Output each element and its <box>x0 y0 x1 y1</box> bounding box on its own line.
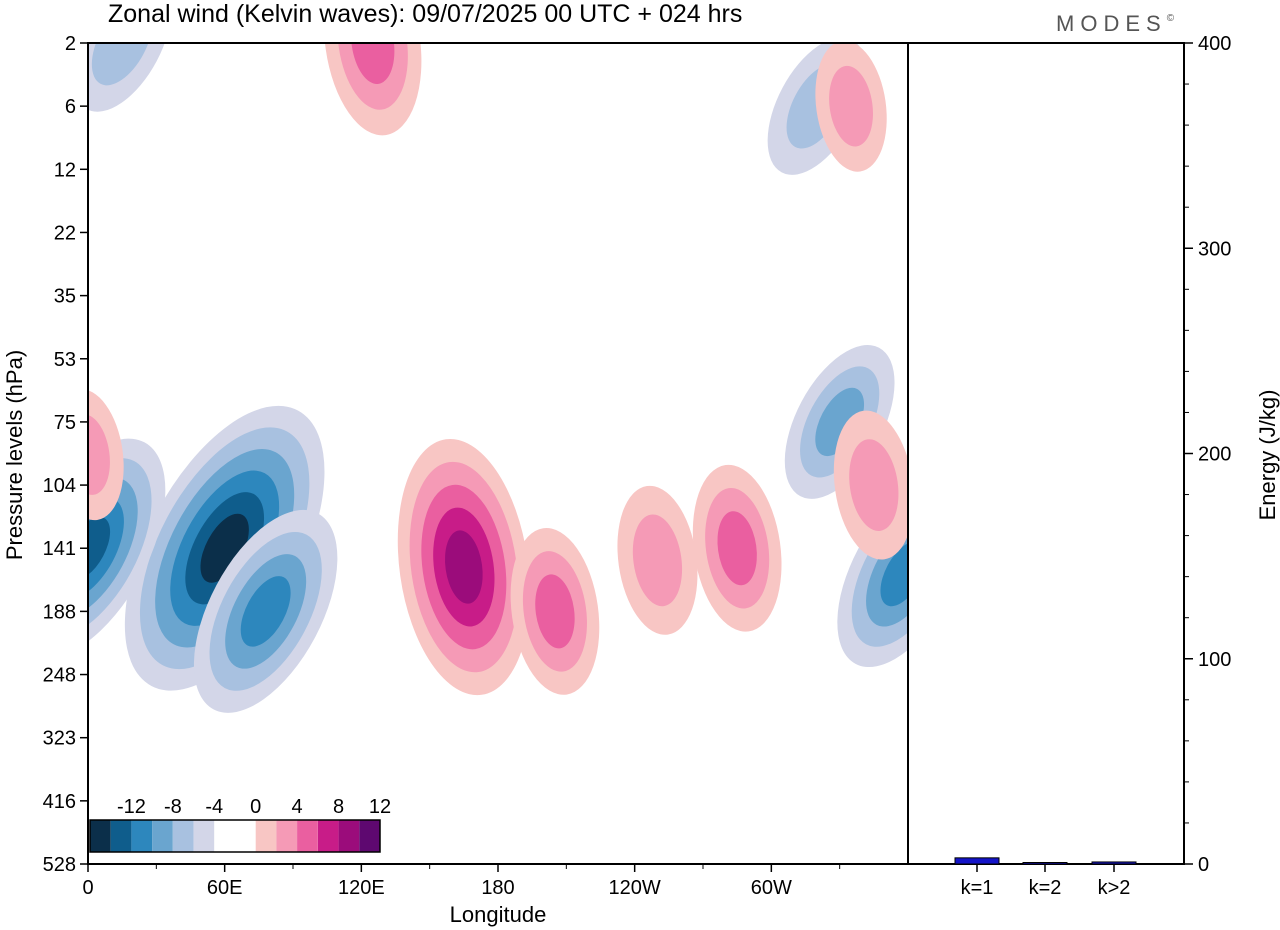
longitude-axis: 0 60E 120E 180 120W 60W <box>82 864 841 899</box>
colorbar-swatch <box>193 820 215 852</box>
contour-feature <box>784 345 895 499</box>
x-tick-label: 60W <box>751 877 792 899</box>
energy-bar <box>954 857 1000 865</box>
energy-tick-label: 200 <box>1198 444 1231 466</box>
colorbar-swatch <box>110 820 132 852</box>
y-tick-label: 188 <box>43 601 76 623</box>
x-tick-label: 180 <box>481 877 514 899</box>
contour-feature <box>397 438 530 696</box>
colorbar-label: -4 <box>205 796 223 818</box>
contour-band <box>880 541 908 607</box>
colorbar-swatch <box>317 820 339 852</box>
contour-feature <box>124 405 325 691</box>
contour-band <box>717 511 757 586</box>
colorbar-swatch <box>90 820 111 852</box>
colorbar-label: -12 <box>117 796 146 818</box>
y-tick-label: 2 <box>65 33 76 55</box>
y-tick-label: 35 <box>54 286 76 308</box>
x-tick-label: 0 <box>82 877 93 899</box>
y-tick-label: 12 <box>54 159 76 181</box>
brand-mark: © <box>1167 13 1175 24</box>
pressure-axis: 2 6 12 22 35 53 75 104 141 188 248 323 416 528 <box>43 33 88 876</box>
wind-contour-field <box>88 43 908 713</box>
contour-feature <box>617 485 698 635</box>
y-tick-label: 22 <box>54 222 76 244</box>
colorbar-label: 12 <box>369 796 391 818</box>
energy-frame <box>907 42 1185 865</box>
contour-band <box>849 439 899 531</box>
contour-band <box>829 65 873 147</box>
colorbar-swatch <box>235 820 256 852</box>
contour-band <box>88 389 124 521</box>
energy-bar <box>1091 861 1137 865</box>
contour-band <box>815 387 865 457</box>
colorbar-swatch <box>131 820 153 852</box>
colorbar-swatch <box>152 820 173 852</box>
colorbar-label: -8 <box>164 796 182 818</box>
energy-category-label: k=2 <box>1029 877 1062 899</box>
x-axis-label: Longitude <box>450 902 547 927</box>
y-tick-label: 6 <box>65 96 76 118</box>
y-tick-label: 323 <box>43 728 76 750</box>
contour-band <box>240 576 291 647</box>
y-tick-label: 75 <box>54 412 76 434</box>
y-tick-label: 528 <box>43 854 76 876</box>
brand-name: MODES <box>1056 11 1167 36</box>
contour-band <box>444 530 483 604</box>
contour-band <box>88 516 111 580</box>
x-tick-label: 120E <box>338 877 385 899</box>
y-tick-label: 53 <box>54 349 76 371</box>
energy-axis-label: Energy (J/kg) <box>1255 390 1280 521</box>
contour-band <box>632 514 683 607</box>
contour-band <box>200 513 249 583</box>
contour-band <box>88 414 110 495</box>
y-tick-label: 104 <box>43 475 76 497</box>
colorbar-label: 4 <box>292 796 303 818</box>
contour-feature <box>510 527 600 695</box>
brand-logo: MODES© <box>1056 11 1175 36</box>
colorbar-swatch <box>172 820 194 852</box>
contour-band <box>535 574 575 649</box>
energy-category-label: k>2 <box>1098 877 1131 899</box>
colorbar-label: 0 <box>250 796 261 818</box>
colorbar-swatch <box>338 820 360 852</box>
colorbar-label: 8 <box>333 796 344 818</box>
contour-feature <box>815 43 887 172</box>
colorbar-outline <box>89 819 381 853</box>
contour-feature <box>837 480 908 668</box>
energy-tick-label: 400 <box>1198 33 1231 55</box>
colorbar-swatch <box>297 820 318 852</box>
colorbar-swatch <box>214 820 235 852</box>
energy-tick-label: 300 <box>1198 238 1231 260</box>
colorbar-swatch <box>276 820 298 852</box>
chart-title: Zonal wind (Kelvin waves): 09/07/2025 00… <box>108 0 742 28</box>
y-tick-label: 248 <box>43 665 76 687</box>
y-tick-label: 141 <box>43 538 76 560</box>
colorbar-swatch <box>359 820 380 852</box>
contour-feature <box>193 509 338 713</box>
y-tick-label: 416 <box>43 791 76 813</box>
y-axis-label: Pressure levels (hPa) <box>2 350 27 560</box>
colorbar-swatch <box>255 820 277 852</box>
colorbar: -12 -8 -4 0 4 8 12 <box>88 792 391 854</box>
contour-feature <box>833 410 908 560</box>
x-tick-label: 60E <box>207 877 243 899</box>
energy-bar-panel: 0 100 200 300 400 k=1 k=2 k>2 <box>954 33 1231 899</box>
energy-tick-label: 0 <box>1198 854 1209 876</box>
contour-feature <box>692 464 782 632</box>
x-tick-label: 120W <box>609 877 661 899</box>
energy-category-label: k=1 <box>961 877 994 899</box>
energy-bar <box>1022 862 1068 865</box>
contour-feature <box>88 389 124 521</box>
energy-tick-label: 100 <box>1198 649 1231 671</box>
